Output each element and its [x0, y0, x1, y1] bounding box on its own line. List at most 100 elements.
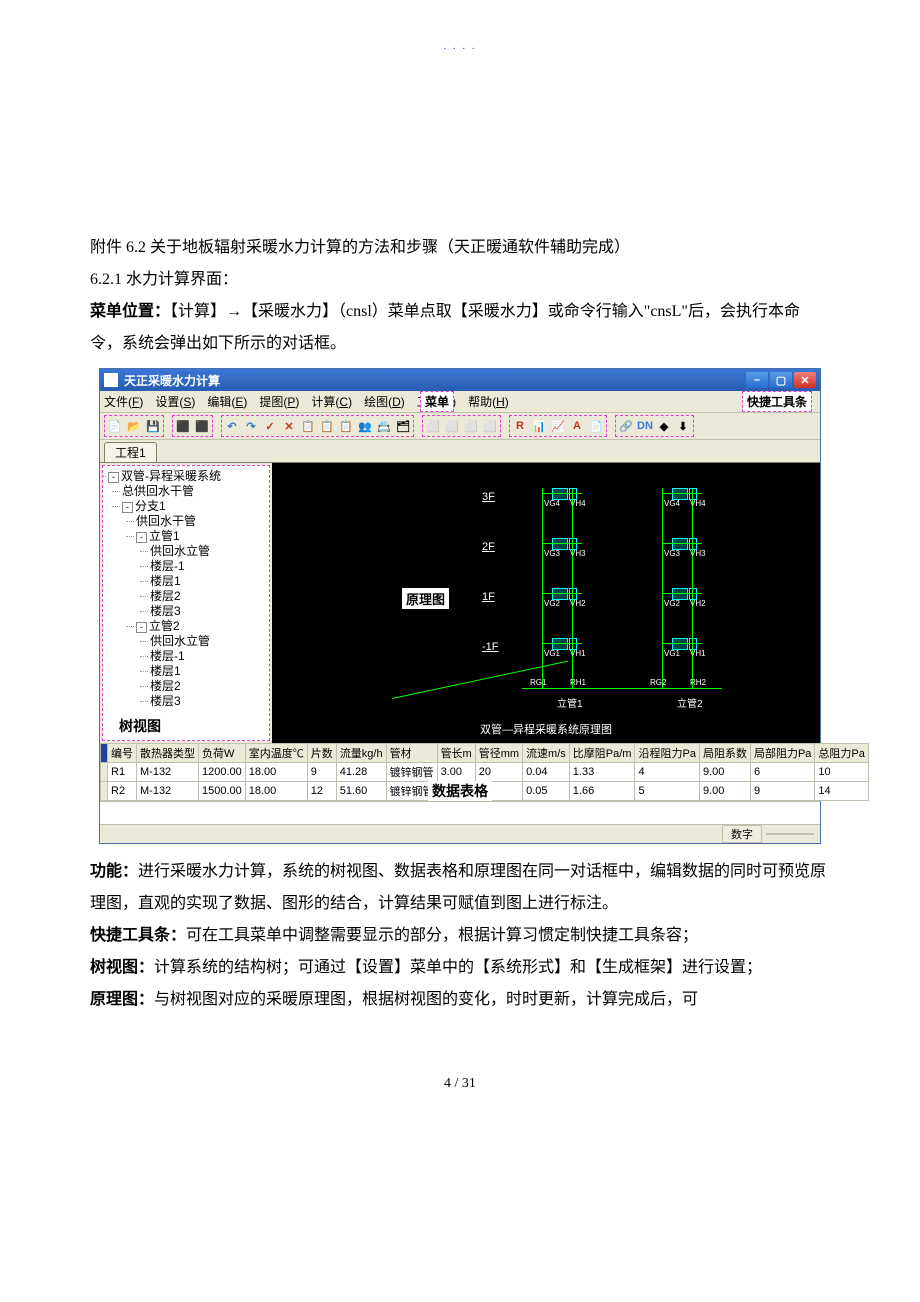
toolbar-button-0-2[interactable]: 💾: [144, 417, 162, 435]
tree-item[interactable]: 楼层2: [150, 679, 266, 694]
table-cell[interactable]: 镀锌钢管: [386, 763, 437, 782]
table-header[interactable]: 片数: [307, 744, 336, 763]
tree-item[interactable]: 楼层2: [150, 589, 266, 604]
toolbar-button-4-0[interactable]: R: [511, 417, 529, 435]
table-cell[interactable]: 9.00: [699, 782, 750, 801]
menu-p[interactable]: 提图(P): [259, 393, 299, 410]
toolbar-button-2-3[interactable]: ✕: [280, 417, 298, 435]
table-header[interactable]: 流速m/s: [523, 744, 570, 763]
toolbar-button-1-0[interactable]: ⬛: [174, 417, 192, 435]
toolbar-button-0-0[interactable]: 📄: [106, 417, 124, 435]
table-header[interactable]: 管径mm: [475, 744, 522, 763]
tree-item[interactable]: 楼层1: [150, 664, 266, 679]
table-cell[interactable]: 9: [750, 782, 814, 801]
toolbar-button-5-0[interactable]: 🔗: [617, 417, 635, 435]
toolbar-button-3-0[interactable]: ⬜: [424, 417, 442, 435]
table-cell[interactable]: 10: [815, 763, 868, 782]
toolbar-button-4-1[interactable]: 📊: [530, 417, 548, 435]
table-cell[interactable]: M-132: [137, 763, 199, 782]
table-header[interactable]: 负荷W: [199, 744, 246, 763]
toolbar-button-5-1[interactable]: DN: [636, 417, 654, 435]
menu-c[interactable]: 计算(C): [311, 393, 352, 410]
toolbar-button-4-2[interactable]: 📈: [549, 417, 567, 435]
tree-item[interactable]: 供回水干管: [136, 514, 266, 529]
table-cell[interactable]: 9.00: [699, 763, 750, 782]
table-header[interactable]: 局阻系数: [699, 744, 750, 763]
table-cell[interactable]: 20: [475, 763, 522, 782]
table-cell[interactable]: 0.04: [523, 763, 570, 782]
table-row[interactable]: R1M-1321200.0018.00941.28镀锌钢管3.00200.041…: [101, 763, 869, 782]
toolbar-button-2-1[interactable]: ↷: [242, 417, 260, 435]
table-header[interactable]: 管材: [386, 744, 437, 763]
table-cell[interactable]: 5: [635, 782, 699, 801]
table-cell[interactable]: 3.00: [437, 763, 475, 782]
toolbar-button-3-2[interactable]: ⬜: [462, 417, 480, 435]
table-cell[interactable]: 1.33: [569, 763, 635, 782]
toolbar-button-0-1[interactable]: 📂: [125, 417, 143, 435]
toolbar-button-2-9[interactable]: 🗂: [394, 417, 412, 435]
toolbar-button-2-5[interactable]: 📋: [318, 417, 336, 435]
table-cell[interactable]: 0.05: [523, 782, 570, 801]
toolbar-button-4-4[interactable]: 📄: [587, 417, 605, 435]
table-header[interactable]: 沿程阻力Pa: [635, 744, 699, 763]
table-header[interactable]: 比摩阻Pa/m: [569, 744, 635, 763]
toolbar-button-2-8[interactable]: 📇: [375, 417, 393, 435]
minimize-button[interactable]: –: [746, 372, 768, 388]
tree-item[interactable]: 供回水立管: [150, 634, 266, 649]
toolbar-button-2-7[interactable]: 👥: [356, 417, 374, 435]
menu-s[interactable]: 设置(S): [155, 393, 195, 410]
tree-item[interactable]: 楼层3: [150, 604, 266, 619]
tree-item[interactable]: 楼层-1: [150, 649, 266, 664]
maximize-button[interactable]: ▢: [770, 372, 792, 388]
table-cell[interactable]: 9: [307, 763, 336, 782]
menu-e[interactable]: 编辑(E): [207, 393, 247, 410]
table-header[interactable]: 局部阻力Pa: [750, 744, 814, 763]
toolbar-button-2-4[interactable]: 📋: [299, 417, 317, 435]
toolbar-button-3-1[interactable]: ⬜: [443, 417, 461, 435]
table-header[interactable]: 编号: [108, 744, 137, 763]
menu-d[interactable]: 绘图(D): [364, 393, 405, 410]
tree-item[interactable]: -立管2供回水立管楼层-1楼层1楼层2楼层3: [136, 619, 266, 709]
table-cell[interactable]: R2: [108, 782, 137, 801]
table-header[interactable]: 总阻力Pa: [815, 744, 868, 763]
tree-view[interactable]: -双管-异程采暖系统总供回水干管-分支1供回水干管-立管1供回水立管楼层-1楼层…: [106, 469, 266, 709]
menu-h[interactable]: 帮助(H): [468, 393, 509, 410]
table-header[interactable]: 散热器类型: [137, 744, 199, 763]
table-header[interactable]: 管长m: [437, 744, 475, 763]
toolbar-button-5-3[interactable]: ⬇: [674, 417, 692, 435]
close-button[interactable]: ✕: [794, 372, 816, 388]
table-cell[interactable]: 1200.00: [199, 763, 246, 782]
toolbar-button-3-3[interactable]: ⬜: [481, 417, 499, 435]
tree-item[interactable]: -分支1供回水干管-立管1供回水立管楼层-1楼层1楼层2楼层3-立管2供回水立管…: [122, 499, 266, 709]
tree-item[interactable]: 供回水立管: [150, 544, 266, 559]
toolbar-button-1-1[interactable]: ⬛: [193, 417, 211, 435]
table-cell[interactable]: 51.60: [336, 782, 386, 801]
tree-item[interactable]: 楼层3: [150, 694, 266, 709]
table-cell[interactable]: 1500.00: [199, 782, 246, 801]
toolbar-button-2-0[interactable]: ↶: [223, 417, 241, 435]
toolbar-button-2-2[interactable]: ✓: [261, 417, 279, 435]
table-cell[interactable]: 4: [635, 763, 699, 782]
tree-item[interactable]: 楼层1: [150, 574, 266, 589]
tab-project1[interactable]: 工程1: [104, 442, 157, 462]
table-cell[interactable]: R1: [108, 763, 137, 782]
table-header[interactable]: 室内温度℃: [245, 744, 307, 763]
tree-root[interactable]: -双管-异程采暖系统总供回水干管-分支1供回水干管-立管1供回水立管楼层-1楼层…: [108, 469, 266, 709]
table-header[interactable]: 流量kg/h: [336, 744, 386, 763]
table-cell[interactable]: 12: [307, 782, 336, 801]
table-cell[interactable]: 18.00: [245, 782, 307, 801]
table-cell[interactable]: 6: [750, 763, 814, 782]
table-cell[interactable]: 1.66: [569, 782, 635, 801]
table-cell[interactable]: 41.28: [336, 763, 386, 782]
tree-item[interactable]: -立管1供回水立管楼层-1楼层1楼层2楼层3: [136, 529, 266, 619]
diagram-canvas[interactable]: 原理图 双管—异程采暖系统原理图 3F2F1F-1FVG4VH4VG4VH4VG…: [272, 463, 820, 743]
tree-item[interactable]: 楼层-1: [150, 559, 266, 574]
toolbar-button-4-3[interactable]: A: [568, 417, 586, 435]
toolbar-button-2-6[interactable]: 📋: [337, 417, 355, 435]
menu-f[interactable]: 文件(F): [104, 393, 143, 410]
table-cell[interactable]: 18.00: [245, 763, 307, 782]
toolbar-button-5-2[interactable]: ◆: [655, 417, 673, 435]
tree-item[interactable]: 总供回水干管: [122, 484, 266, 499]
table-cell[interactable]: 14: [815, 782, 868, 801]
table-cell[interactable]: M-132: [137, 782, 199, 801]
